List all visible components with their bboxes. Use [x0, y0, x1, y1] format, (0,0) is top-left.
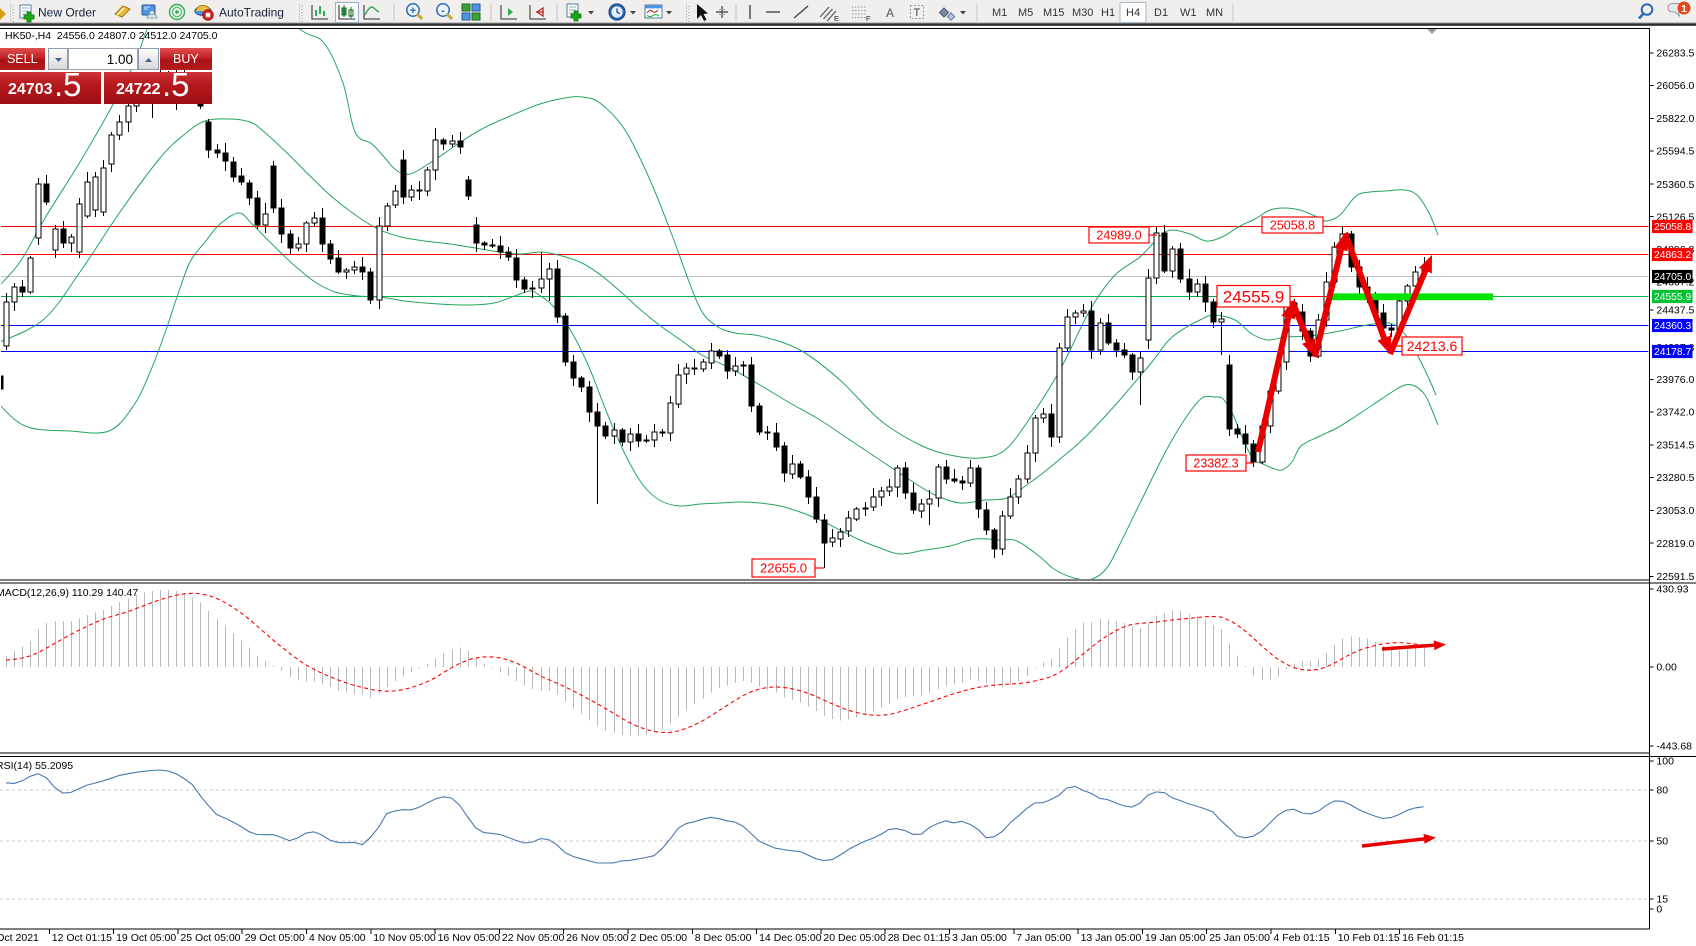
svg-text:24555.9: 24555.9 [1223, 287, 1284, 306]
svg-text:MN: MN [1206, 7, 1223, 19]
svg-text:24360.3: 24360.3 [1654, 321, 1691, 332]
svg-text:23742.0: 23742.0 [1656, 407, 1694, 419]
svg-text:25 Jan 05:00: 25 Jan 05:00 [1209, 932, 1270, 944]
svg-text:F: F [866, 14, 871, 23]
svg-text:10 Nov 05:00: 10 Nov 05:00 [373, 932, 436, 944]
svg-text:AutoTrading: AutoTrading [219, 6, 284, 20]
svg-text:H1: H1 [1101, 7, 1115, 19]
svg-text:23280.5: 23280.5 [1656, 472, 1694, 484]
svg-text:22655.0: 22655.0 [760, 561, 807, 576]
svg-text:24989.0: 24989.0 [1096, 229, 1141, 243]
svg-text:M15: M15 [1043, 7, 1064, 19]
svg-text:RSI(14) 55.2095: RSI(14) 55.2095 [0, 760, 73, 772]
svg-text:4 Nov 05:00: 4 Nov 05:00 [309, 932, 366, 944]
svg-text:10 Feb 01:15: 10 Feb 01:15 [1338, 932, 1400, 944]
svg-text:-443.68: -443.68 [1656, 741, 1692, 753]
svg-text:22819.0: 22819.0 [1656, 538, 1694, 550]
svg-text:16 Feb 01:15: 16 Feb 01:15 [1402, 932, 1464, 944]
svg-text:H4: H4 [1126, 7, 1140, 19]
svg-text:24437.5: 24437.5 [1656, 305, 1694, 317]
svg-text:16 Nov 05:00: 16 Nov 05:00 [438, 932, 501, 944]
svg-text:13 Jan 05:00: 13 Jan 05:00 [1081, 932, 1142, 944]
svg-text:24213.6: 24213.6 [1407, 338, 1458, 354]
svg-text:50: 50 [1656, 836, 1668, 848]
svg-text:8 Dec 05:00: 8 Dec 05:00 [695, 932, 752, 944]
svg-text:W1: W1 [1180, 7, 1197, 19]
svg-text:4 Feb 01:15: 4 Feb 01:15 [1274, 932, 1330, 944]
svg-text:M5: M5 [1018, 7, 1033, 19]
svg-text:24178.7: 24178.7 [1654, 347, 1691, 358]
svg-text:7 Jan 05:00: 7 Jan 05:00 [1016, 932, 1071, 944]
svg-text:M1: M1 [992, 7, 1007, 19]
svg-text:430.93: 430.93 [1656, 584, 1688, 596]
svg-text:2 Dec 05:00: 2 Dec 05:00 [631, 932, 688, 944]
svg-text:M30: M30 [1072, 7, 1093, 19]
svg-text:25822.0: 25822.0 [1656, 113, 1694, 125]
svg-text:MACD(12,26,9) 110.29 140.47: MACD(12,26,9) 110.29 140.47 [0, 587, 138, 599]
svg-text:12 Oct 01:15: 12 Oct 01:15 [52, 932, 112, 944]
svg-text:New Order: New Order [38, 6, 96, 20]
svg-text:23382.3: 23382.3 [1193, 457, 1238, 471]
svg-text:25 Oct 05:00: 25 Oct 05:00 [180, 932, 240, 944]
svg-text:A: A [886, 6, 894, 20]
svg-text:24863.2: 24863.2 [1654, 250, 1691, 261]
svg-text:T: T [914, 7, 921, 19]
svg-text:3 Jan 05:00: 3 Jan 05:00 [952, 932, 1007, 944]
svg-text:0.00: 0.00 [1656, 662, 1677, 674]
svg-text:-: - [441, 5, 445, 17]
svg-text:22 Nov 05:00: 22 Nov 05:00 [502, 932, 565, 944]
svg-text:28 Dec 01:15: 28 Dec 01:15 [888, 932, 951, 944]
svg-text:+: + [410, 5, 416, 17]
svg-text:5 Oct 2021: 5 Oct 2021 [0, 932, 39, 944]
svg-text:25594.5: 25594.5 [1656, 146, 1694, 158]
svg-text:26283.5: 26283.5 [1656, 48, 1694, 60]
svg-text:19 Jan 05:00: 19 Jan 05:00 [1145, 932, 1206, 944]
svg-text:20 Dec 05:00: 20 Dec 05:00 [823, 932, 886, 944]
svg-text:D1: D1 [1154, 7, 1168, 19]
svg-text:19 Oct 05:00: 19 Oct 05:00 [116, 932, 176, 944]
svg-text:29 Oct 05:00: 29 Oct 05:00 [245, 932, 305, 944]
svg-text:24705.0: 24705.0 [1654, 272, 1691, 283]
svg-text:14 Dec 05:00: 14 Dec 05:00 [759, 932, 822, 944]
svg-text:24555.9: 24555.9 [1654, 292, 1691, 303]
svg-text:E: E [834, 14, 839, 23]
svg-text:26056.0: 26056.0 [1656, 80, 1694, 92]
svg-text:1: 1 [1681, 3, 1687, 15]
svg-text:23976.0: 23976.0 [1656, 374, 1694, 386]
svg-text:25058.8: 25058.8 [1654, 222, 1691, 233]
svg-text:0: 0 [1656, 904, 1662, 916]
svg-text:25360.5: 25360.5 [1656, 179, 1694, 191]
svg-text:23514.5: 23514.5 [1656, 440, 1694, 452]
svg-text:100: 100 [1656, 756, 1674, 768]
svg-text:80: 80 [1656, 785, 1668, 797]
svg-text:22591.5: 22591.5 [1656, 571, 1694, 583]
svg-text:15: 15 [1656, 894, 1668, 906]
svg-text:25058.8: 25058.8 [1270, 219, 1315, 233]
svg-text:23053.0: 23053.0 [1656, 505, 1694, 517]
svg-text:26 Nov 05:00: 26 Nov 05:00 [566, 932, 629, 944]
